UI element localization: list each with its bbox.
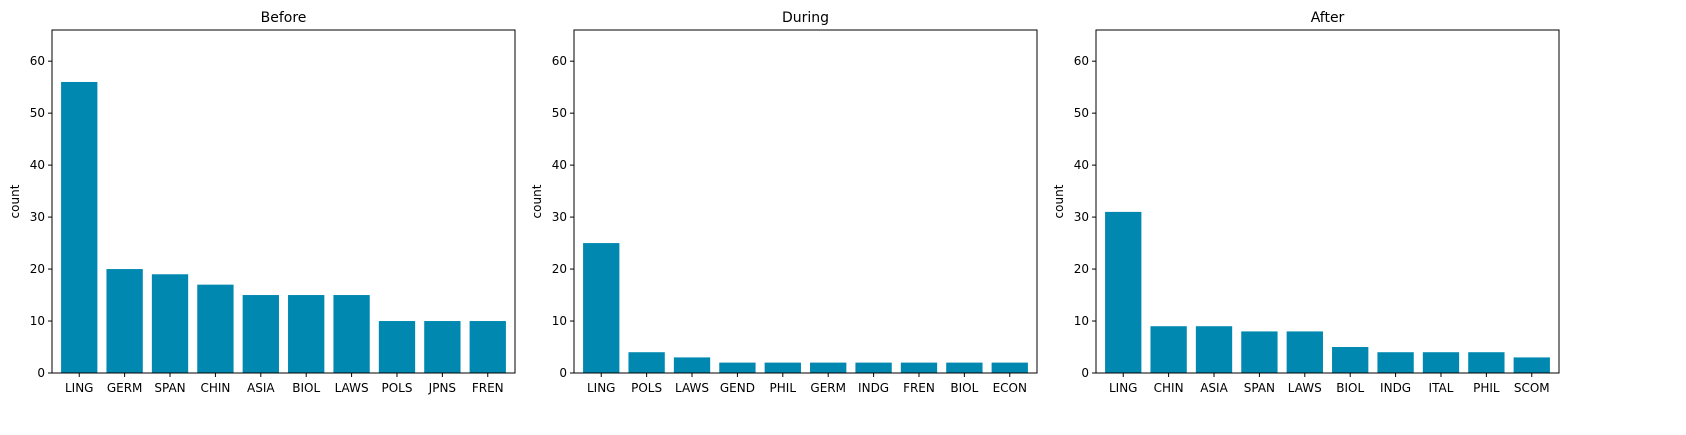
chart-title: Before (261, 10, 307, 26)
x-tick-label: CHIN (200, 381, 230, 395)
x-tick-label: SPAN (154, 381, 185, 395)
bar-jpns (424, 321, 461, 373)
bar-laws (333, 295, 370, 373)
x-tick-label: FREN (903, 381, 935, 395)
x-tick-label: LING (65, 381, 94, 395)
x-tick-label: SPAN (1244, 381, 1275, 395)
y-tick-label: 30 (552, 210, 567, 224)
y-tick-label: 0 (37, 366, 45, 380)
x-tick-label: LAWS (335, 381, 369, 395)
y-tick-label: 10 (30, 314, 45, 328)
x-tick-label: INDG (1380, 381, 1411, 395)
y-axis-label: count (8, 184, 22, 218)
x-tick-label: BIOL (1336, 381, 1364, 395)
chart-panel-before: 0 10 20 30 40 50 60 LING GERM SPAN CHIN ASIA BIOL LAW… (8, 10, 516, 395)
bar-chin (1150, 326, 1187, 373)
x-tick-label: LAWS (1288, 381, 1322, 395)
x-tick-label: BIOL (950, 381, 978, 395)
y-tick-label: 10 (552, 314, 567, 328)
y-tick-label: 60 (552, 54, 567, 68)
x-tick-label: LAWS (675, 381, 709, 395)
bar-asia (1195, 326, 1233, 373)
x-tick-label: ASIA (247, 381, 275, 395)
y-tick-label: 0 (559, 366, 567, 380)
bar-fren (900, 362, 938, 373)
x-tick-label: LING (1109, 381, 1138, 395)
y-tick-label: 50 (1074, 106, 1089, 120)
bar-pols (628, 352, 665, 373)
x-tick-label: JPNS (428, 381, 456, 395)
bar-indg (1377, 352, 1414, 373)
x-tick-label: PHIL (1473, 381, 1500, 395)
x-tick-label: ITAL (1429, 381, 1454, 395)
bar-ling (1105, 211, 1142, 373)
bar-ling (61, 81, 98, 373)
x-tick-label: GERM (107, 381, 143, 395)
bar-econ (991, 362, 1028, 373)
y-tick-label: 60 (30, 54, 45, 68)
bar-laws (673, 357, 711, 373)
y-tick-label: 20 (1074, 262, 1089, 276)
chart-panel-after: 0 10 20 30 40 50 60 LING CHIN ASIA SPAN LAWS BIOL IND… (1052, 10, 1560, 395)
bar-germ (810, 362, 847, 373)
y-tick-label: 60 (1074, 54, 1089, 68)
y-tick-label: 50 (552, 106, 567, 120)
x-tick-label: SCOM (1514, 381, 1550, 395)
bar-indg (855, 362, 892, 373)
bar-laws (1286, 331, 1323, 373)
x-tick-label: INDG (858, 381, 889, 395)
y-tick-label: 40 (1074, 158, 1089, 172)
bar-fren (469, 321, 506, 373)
bar-pols (378, 321, 416, 373)
x-tick-label: GERM (810, 381, 846, 395)
chart-title: During (782, 10, 829, 26)
y-tick-label: 30 (30, 210, 45, 224)
x-tick-label: BIOL (292, 381, 320, 395)
bar-biol (1332, 347, 1369, 373)
bar-phil (764, 362, 801, 373)
bar-scom (1513, 357, 1550, 373)
y-tick-label: 40 (30, 158, 45, 172)
bar-ling (583, 243, 620, 373)
bar-span (1241, 331, 1278, 373)
y-tick-label: 20 (552, 262, 567, 276)
x-tick-label: CHIN (1154, 381, 1184, 395)
bar-span (151, 274, 189, 373)
x-tick-label: POLS (631, 381, 662, 395)
bar-asia (242, 295, 279, 373)
y-tick-label: 20 (30, 262, 45, 276)
bar-gend (719, 362, 756, 373)
plot-frame (573, 29, 1038, 374)
y-tick-label: 40 (552, 158, 567, 172)
bar-biol (288, 295, 325, 373)
x-tick-label: ASIA (1200, 381, 1228, 395)
chart-title: After (1311, 10, 1345, 26)
y-axis-label: count (530, 184, 544, 218)
y-axis-label: count (1052, 184, 1066, 218)
y-tick-label: 50 (30, 106, 45, 120)
y-tick-label: 10 (1074, 314, 1089, 328)
plot-frame (1095, 29, 1560, 374)
x-tick-label: LING (587, 381, 616, 395)
x-tick-label: PHIL (770, 381, 797, 395)
y-tick-label: 0 (1081, 366, 1089, 380)
y-tick-label: 30 (1074, 210, 1089, 224)
x-tick-label: ECON (993, 381, 1027, 395)
bar-phil (1468, 352, 1505, 373)
bar-germ (106, 269, 143, 373)
bar-chin (197, 284, 234, 373)
bar-biol (946, 362, 983, 373)
x-tick-label: POLS (381, 381, 412, 395)
chart-panel-during: 0 10 20 30 40 50 60 LING POLS LAWS GEND PHIL GERM IND… (530, 10, 1038, 395)
plot-frame (51, 29, 516, 374)
bar-ital (1422, 352, 1460, 373)
x-tick-label: GEND (720, 381, 755, 395)
x-tick-label: FREN (472, 381, 504, 395)
